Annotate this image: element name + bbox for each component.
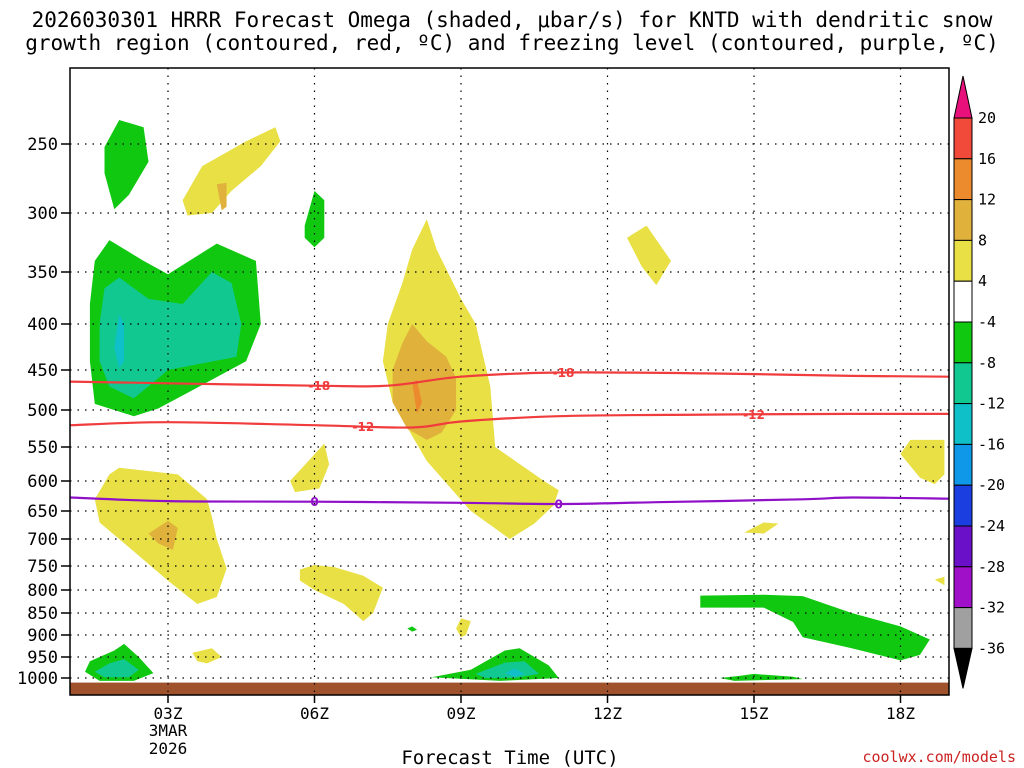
omega-pos-4-13z xyxy=(627,225,671,286)
dgz-12-label-0: -12 xyxy=(352,420,374,434)
y-tick-label-550: 550 xyxy=(27,438,58,458)
colorbar-label-12: -32 xyxy=(978,599,1005,617)
omega-pos-8-upper-left xyxy=(216,182,227,211)
colorbar-box-10 xyxy=(953,484,973,527)
colorbar-label-1: 16 xyxy=(978,150,996,168)
y-tick-label-400: 400 xyxy=(27,315,58,335)
omega-neg-8-mid-left xyxy=(99,272,242,399)
x-tick-label-03Z: 03Z xyxy=(154,704,183,723)
y-tick-label-700: 700 xyxy=(27,530,58,550)
colorbar-box-12 xyxy=(953,566,973,609)
x-tick-label-12Z: 12Z xyxy=(593,704,622,723)
colorbar-label-2: 12 xyxy=(978,191,996,209)
colorbar-label-10: -24 xyxy=(978,517,1005,535)
date-label-year: 2026 xyxy=(149,739,188,758)
chart-title-line1: 2026030301 HRRR Forecast Omega (shaded, … xyxy=(32,8,993,32)
omega-pos-4-edge xyxy=(934,576,945,586)
omega-pos-4-04z-low xyxy=(192,648,222,664)
colorbar-box-11 xyxy=(953,525,973,568)
y-tick-label-650: 650 xyxy=(27,502,58,522)
colorbar-box-6 xyxy=(953,321,973,364)
credit-link[interactable]: coolwx.com/models xyxy=(862,748,1016,766)
dgz-12-label-1: -12 xyxy=(743,408,765,422)
x-tick-label-18Z: 18Z xyxy=(886,704,915,723)
colorbar-box-1 xyxy=(953,117,973,160)
x-axis-label: Forecast Time (UTC) xyxy=(401,747,618,768)
omega-pos-12-main xyxy=(412,380,422,414)
omega-pos-4-06z-mid xyxy=(290,443,330,493)
y-tick-label-300: 300 xyxy=(27,204,58,224)
dgz-18-label-0: -18 xyxy=(309,379,331,393)
colorbar-box-4 xyxy=(953,239,973,282)
colorbar-box-8 xyxy=(953,403,973,445)
omega-neg-4-15z-band xyxy=(700,594,930,661)
colorbar-bottom-arrow xyxy=(953,647,973,689)
y-tick-label-350: 350 xyxy=(27,263,58,283)
omega-pos-4-15z xyxy=(744,522,779,534)
freezing-0-label-0: 0 xyxy=(310,495,318,509)
omega-neg-4-upper-left xyxy=(104,120,149,210)
y-tick-label-800: 800 xyxy=(27,581,58,601)
omega-neg-12-10z-low xyxy=(504,668,525,677)
y-tick-label-600: 600 xyxy=(27,472,58,492)
x-axis-ticks: 03Z 06Z 09Z 12Z 15Z 18Z xyxy=(154,695,915,723)
y-tick-label-850: 850 xyxy=(27,604,58,624)
ground-surface xyxy=(70,682,949,695)
y-tick-label-450: 450 xyxy=(27,361,58,381)
colorbar-label-9: -20 xyxy=(978,476,1005,494)
colorbar-label-0: 20 xyxy=(978,109,996,127)
dgz-18-line xyxy=(70,371,949,388)
omega-pos-4-07z xyxy=(299,565,383,622)
colorbar-box-5 xyxy=(953,280,973,323)
freezing-0-line xyxy=(70,496,949,506)
x-tick-label-09Z: 09Z xyxy=(447,704,476,723)
colorbar-box-13 xyxy=(953,607,973,649)
dgz-12-line xyxy=(70,412,949,429)
omega-pos-4-18z xyxy=(900,439,945,485)
colorbar-top-arrow xyxy=(953,75,973,119)
colorbar-box-2 xyxy=(953,158,973,201)
y-tick-label-1000: 1000 xyxy=(17,669,58,689)
omega-neg-8-01z-low xyxy=(94,659,139,678)
x-tick-label-06Z: 06Z xyxy=(300,704,329,723)
ground-fill xyxy=(70,682,949,695)
omega-pos-4-09z-low xyxy=(456,618,471,638)
dgz-18-label-1: -18 xyxy=(553,366,575,380)
colorbar-box-9 xyxy=(953,443,973,486)
date-label-month: 3MAR xyxy=(149,721,188,740)
plot-frame xyxy=(69,67,950,696)
omega-pos-4-upper-left xyxy=(182,127,281,216)
colorbar-label-8: -16 xyxy=(978,435,1005,453)
omega-pos-4-06z-dot xyxy=(407,626,417,632)
colorbar-label-6: -8 xyxy=(978,354,996,372)
y-tick-label-950: 950 xyxy=(27,648,58,668)
temperature-contours: -18 -18 -12 -12 0 0 xyxy=(70,366,949,512)
y-axis-ticks: 2503003504004505005506006507007508008509… xyxy=(17,135,70,689)
colorbar-label-11: -28 xyxy=(978,558,1005,576)
y-tick-label-900: 900 xyxy=(27,626,58,646)
colorbar-label-13: -36 xyxy=(978,639,1005,657)
omega-shading xyxy=(85,120,945,681)
omega-neg-12-mid-left xyxy=(114,314,125,369)
colorbar-label-3: 8 xyxy=(978,231,987,249)
y-tick-label-500: 500 xyxy=(27,401,58,421)
y-tick-label-750: 750 xyxy=(27,557,58,577)
freezing-0-label-1: 0 xyxy=(554,498,562,512)
colorbar-box-3 xyxy=(953,199,973,241)
y-tick-label-250: 250 xyxy=(27,135,58,155)
colorbar-label-7: -12 xyxy=(978,395,1005,413)
chart-title-line2: growth region (contoured, red, ºC) and f… xyxy=(25,31,999,55)
x-tick-label-15Z: 15Z xyxy=(740,704,769,723)
colorbar-label-5: -4 xyxy=(978,313,996,331)
omega-pos-4-main xyxy=(382,219,559,540)
colorbar-label-4: 4 xyxy=(978,272,987,290)
colorbar-box-7 xyxy=(953,362,973,405)
colorbar: 20 16 12 8 4 -4 -8 -12 -16 -20 -24 -28 -32 -36 xyxy=(953,75,1005,689)
omega-pos-8-lower-left xyxy=(148,520,178,550)
